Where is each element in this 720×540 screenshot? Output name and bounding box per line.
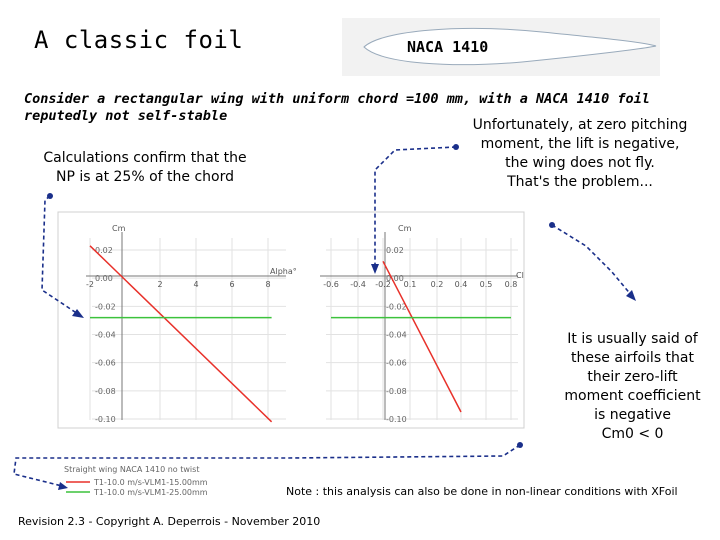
unfortunately-line-1: Unfortunately, at zero pitching — [472, 117, 688, 133]
y-axis-label: Cm — [398, 224, 412, 233]
arrow-to-np — [41, 195, 79, 315]
intro-line-1: Consider a rectangular wing with uniform… — [24, 91, 650, 107]
red-series-line — [382, 260, 462, 413]
foil-label: NACA 1410 — [407, 38, 489, 56]
usually-line-3: their zero-lift — [587, 369, 678, 385]
x-axis-label: Alpha° — [270, 267, 297, 276]
calculations-note: Calculations confirm that the NP is at 2… — [30, 149, 260, 187]
arrow-markers — [47, 144, 636, 490]
calculations-line-1: Calculations confirm that the — [43, 150, 247, 166]
y-tick-label: -0.08 — [386, 387, 407, 396]
x-tick-label: -0.4 — [350, 280, 366, 289]
x-tick-label: 6 — [229, 280, 234, 289]
usually-note: It is usually said of these airfoils tha… — [550, 330, 715, 444]
arrow-to-legend — [13, 444, 521, 487]
chart-frame — [57, 211, 525, 429]
chart-cm-vs-alpha: Cm Alpha° 0.02 0.00 -0.02 -0.04 -0.06 -0.08 -0.1… — [86, 224, 297, 424]
y-tick-label: -0.02 — [386, 302, 407, 311]
y-tick-label: -0.06 — [95, 359, 116, 368]
y-tick-label: 0.00 — [386, 274, 404, 283]
y-tick-label: -0.10 — [95, 415, 116, 424]
usually-line-1: It is usually said of — [567, 331, 698, 347]
x-tick-label: 0.2 — [431, 280, 444, 289]
legend-title: Straight wing NACA 1410 no twist — [64, 465, 199, 474]
x-tick-label: 8 — [265, 280, 270, 289]
y-tick-label: -0.10 — [386, 415, 407, 424]
x-tick-label: 0.5 — [480, 280, 493, 289]
usually-line-5: is negative — [594, 407, 671, 423]
callout-arrows — [13, 146, 633, 487]
y-tick-label: -0.02 — [95, 302, 116, 311]
arrow-dot — [549, 222, 555, 228]
intro-line-2: reputedly not self-stable — [24, 108, 228, 124]
x-tick-label: 0.4 — [455, 280, 468, 289]
unfortunately-line-2: moment, the lift is negative, — [480, 136, 680, 152]
usually-line-4: moment coefficient — [564, 388, 701, 404]
slide-title: A classic foil — [34, 26, 244, 54]
arrowhead — [626, 290, 636, 301]
airfoil-image — [342, 18, 660, 76]
unfortunately-line-3: the wing does not fly. — [505, 155, 655, 171]
x-axis-label: Cl — [516, 271, 524, 280]
arrow-to-zero-moment — [374, 146, 457, 268]
y-tick-label: -0.06 — [386, 359, 407, 368]
calculations-line-2: NP is at 25% of the chord — [56, 169, 234, 185]
arrow-dot — [453, 144, 459, 150]
unfortunately-note: Unfortunately, at zero pitching moment, … — [455, 116, 705, 192]
chart-cm-vs-cl: Cm Cl 0.02 0.00 -0.02 -0.04 -0.06 -0.08 -0.10 -0.… — [320, 224, 524, 424]
arrow-dot — [47, 193, 53, 199]
xfoil-note: Note : this analysis can also be done in… — [286, 485, 678, 498]
usually-line-2: these airfoils that — [570, 350, 694, 366]
y-tick-label: -0.04 — [386, 331, 407, 340]
y-tick-label: 0.02 — [95, 246, 113, 255]
legend-item-2: T1-10.0 m/s-VLM1-25.00mm — [93, 488, 208, 497]
y-tick-label: 0.00 — [95, 274, 113, 283]
legend-item-1: T1-10.0 m/s-VLM1-15.00mm — [93, 478, 208, 487]
x-tick-label: -0.6 — [323, 280, 339, 289]
arrowhead — [371, 264, 379, 274]
arrowhead — [72, 309, 84, 318]
intro-text: Consider a rectangular wing with uniform… — [24, 91, 714, 125]
x-tick-label: -2 — [86, 280, 94, 289]
arrow-to-cm0 — [551, 224, 633, 297]
x-tick-label: 0.1 — [404, 280, 417, 289]
revision-footer: Revision 2.3 - Copyright A. Deperrois - … — [18, 515, 321, 528]
x-tick-label: -0.2 — [375, 280, 391, 289]
unfortunately-line-4: That's the problem... — [507, 174, 653, 190]
red-series-line — [89, 245, 273, 423]
usually-line-6: Cm0 < 0 — [601, 426, 664, 442]
y-tick-label: -0.08 — [95, 387, 116, 396]
legend: Straight wing NACA 1410 no twist T1-10.0… — [64, 465, 208, 497]
arrowhead — [58, 482, 68, 490]
x-tick-label: 4 — [193, 280, 198, 289]
x-tick-label: 0.8 — [505, 280, 518, 289]
y-tick-label: -0.04 — [95, 331, 116, 340]
y-axis-label: Cm — [112, 224, 126, 233]
arrow-dot — [517, 442, 523, 448]
y-tick-label: 0.02 — [386, 246, 404, 255]
x-tick-label: 2 — [157, 280, 162, 289]
